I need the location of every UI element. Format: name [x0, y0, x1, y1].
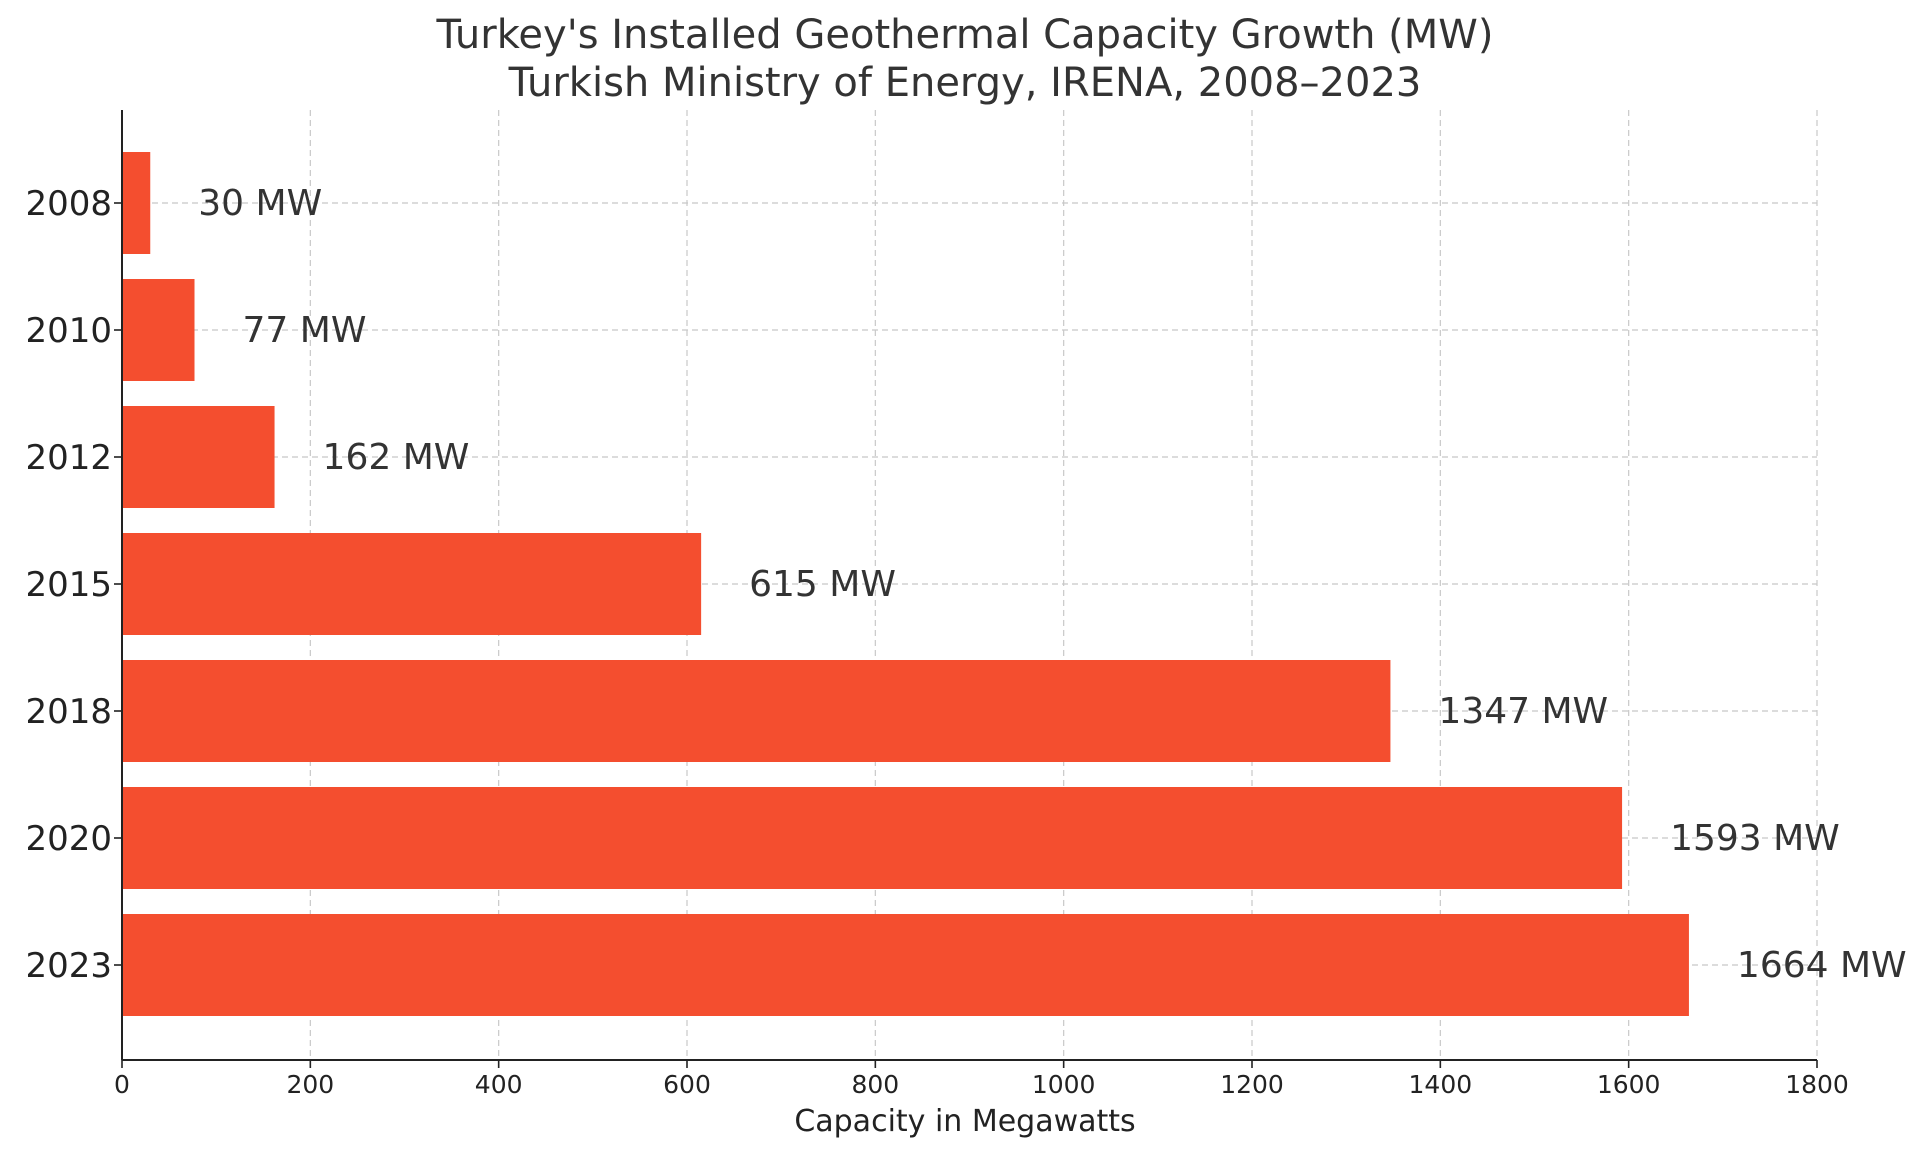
x-tick-label-1200: 1200	[1220, 1070, 1284, 1099]
x-tick-label-1000: 1000	[1032, 1070, 1096, 1099]
bar-2020	[122, 787, 1623, 889]
chart-subtitle: Turkish Ministry of Energy, IRENA, 2008–…	[508, 60, 1422, 106]
x-tick-label-1600: 1600	[1597, 1070, 1661, 1099]
x-tick-label-1400: 1400	[1409, 1070, 1473, 1099]
bar-2015	[122, 533, 702, 635]
data-label-2008: 30 MW	[198, 183, 322, 224]
x-tick-label-600: 600	[663, 1070, 711, 1099]
x-tick-label-800: 800	[851, 1070, 899, 1099]
y-tick-label-2023: 2023	[25, 946, 112, 986]
x-tick-label-400: 400	[475, 1070, 523, 1099]
data-label-2023: 1664 MW	[1737, 945, 1907, 986]
data-labels: 30 MW 77 MW 162 MW 615 MW 1347 MW 1593 MW 1664…	[198, 183, 1906, 986]
data-label-2012: 162 MW	[323, 437, 470, 478]
x-tick-labels: 0 200 400 600 800 1000 1200 1400 1600 1800	[114, 1060, 1849, 1099]
bar-2023	[122, 914, 1689, 1016]
axes	[121, 110, 1817, 1061]
x-tick-label-1800: 1800	[1785, 1070, 1849, 1099]
x-axis-label: Capacity in Megawatts	[794, 1104, 1135, 1139]
y-tick-label-2020: 2020	[25, 819, 112, 859]
y-tick-label-2015: 2015	[25, 565, 112, 605]
data-label-2015: 615 MW	[749, 564, 896, 605]
y-tick-label-2008: 2008	[25, 184, 112, 224]
y-tick-label-2018: 2018	[25, 692, 112, 732]
chart-title: Turkey's Installed Geothermal Capacity G…	[436, 12, 1494, 58]
y-tick-label-2010: 2010	[25, 311, 112, 351]
bar-2008	[122, 152, 151, 254]
data-label-2010: 77 MW	[243, 310, 367, 351]
data-label-2018: 1347 MW	[1438, 691, 1608, 732]
y-tick-label-2012: 2012	[25, 438, 112, 478]
bar-2010	[122, 279, 195, 381]
data-label-2020: 1593 MW	[1670, 818, 1840, 859]
x-tick-label-0: 0	[114, 1070, 130, 1099]
bar-2018	[122, 660, 1391, 762]
y-tick-labels: 2008 2010 2012 2015 2018 2020 2023	[25, 184, 122, 986]
bar-2012	[122, 406, 275, 508]
bars	[122, 152, 1689, 1016]
x-tick-label-200: 200	[286, 1070, 334, 1099]
